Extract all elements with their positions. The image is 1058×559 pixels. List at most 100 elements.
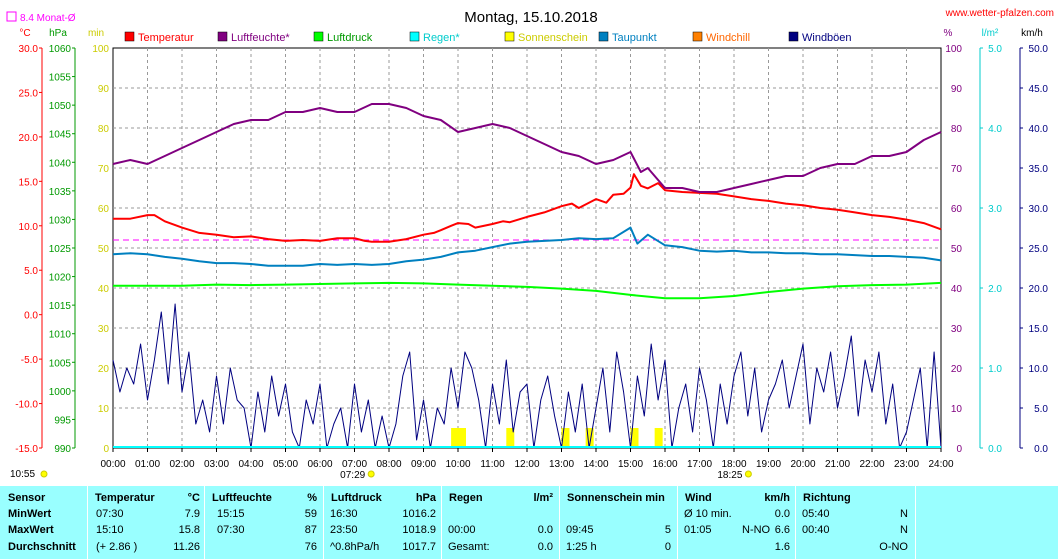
minutes-tick-label: 10 [98,404,110,415]
stats-value-regen: 0.0 [537,524,553,536]
rain-tick-label: 2.0 [988,284,1002,295]
site-link[interactable]: www.wetter-pfalzen.com [945,8,1054,19]
time-tick-label: 01:00 [135,459,160,470]
time-tick-label: 24:00 [928,459,953,470]
rain-tick-label: 1.0 [988,364,1002,375]
legend-swatch [504,31,515,42]
stats-unit-regen: l/m² [533,492,553,504]
minutes-tick-label: 80 [98,124,110,135]
rain-tick-label: 3.0 [988,204,1002,215]
minutes-unit-label: min [88,28,104,39]
time-tick-label: 22:00 [859,459,884,470]
stats-col-richtung [796,486,916,559]
humidity-tick-label: 10 [951,404,963,415]
stats-col-empty [916,486,1058,559]
minutes-tick-label: 100 [92,44,109,55]
wind-tick-label: 25.0 [1029,244,1049,255]
time-tick-label: 15:00 [618,459,643,470]
stats-row-label: Durchschnitt [8,541,76,553]
stats-value-wind: 6.6 [774,524,790,536]
chart-axes: °C hPa min% l/m² km/h 30.0 25.0 20.0 15.0 10.0 5.0… [10,28,1048,481]
legend-label: Luftdruck [327,32,373,44]
humidity-tick-label: 80 [951,124,963,135]
stats-direction-wind: N-NO [742,524,771,536]
time-tick-label: 04:00 [238,459,263,470]
legend-label: Windböen [802,32,852,44]
temp-tick-label: 30.0 [19,44,39,55]
legend-swatch [409,31,420,42]
stats-time-wind: 01:05 [684,524,712,536]
stats-header-sonnenschein: Sonnenschein min [567,492,665,504]
stats-col-sensor [0,486,88,559]
wind-tick-label: 0.0 [1034,444,1048,455]
sunshine-total-label: 10:55 [10,469,35,480]
legend-swatch [598,31,609,42]
stats-header-luftfeuchte: Luftfeuchte [212,492,272,504]
sun-icon [40,470,48,478]
wind-tick-label: 15.0 [1029,324,1049,335]
stats-header-sensor: Sensor [8,492,46,504]
humidity-tick-label: 40 [951,284,963,295]
time-tick-label: 10:00 [445,459,470,470]
stats-col-wind [678,486,796,559]
series-luftdruck-line [113,281,942,300]
pressure-tick-label: 1040 [49,158,72,169]
minutes-tick-label: 30 [98,324,110,335]
stats-unit-temperatur: °C [187,492,200,504]
temp-tick-label: 0.0 [24,311,38,322]
wind-tick-label: 40.0 [1029,124,1049,135]
time-tick-label: 14:00 [583,459,608,470]
stats-table: Sensor MinWert MaxWert Durchschnitt Temperat… [0,486,1058,559]
legend-label: Windchill [706,32,750,44]
stats-time-sonnenschein: 1:25 h [566,541,597,553]
pressure-tick-label: 1050 [49,101,72,112]
sunset-icon [744,470,752,478]
wind-tick-label: 5.0 [1034,404,1048,415]
pressure-tick-label: 1020 [49,273,72,284]
stats-time-luftfeuchte: 15:15 [217,508,245,520]
wind-tick-label: 30.0 [1029,204,1049,215]
chart-title: Montag, 15.10.2018 [464,9,597,26]
temp-tick-label: -10.0 [15,400,38,411]
stats-value-richtung: N [900,524,908,536]
series-luftfeuchte-line [112,103,942,193]
legend-label: Taupunkt [612,32,657,44]
minutes-tick-label: 50 [98,244,110,255]
pressure-tick-label: 1035 [49,187,72,198]
stats-value-temperatur: 11.26 [173,541,200,553]
time-tick-label: 09:00 [411,459,436,470]
stats-value-wind: 0.0 [774,508,790,520]
minutes-tick-label: 60 [98,204,110,215]
temp-tick-label: -5.0 [21,355,39,366]
pressure-tick-label: 1060 [49,44,72,55]
stats-value-luftdruck: 1017.7 [402,541,436,553]
minutes-tick-label: 0 [103,444,109,455]
time-tick-label: 05:00 [273,459,298,470]
rain-tick-label: 0.0 [988,444,1002,455]
stats-time-luftdruck: 16:30 [330,508,358,520]
stats-time-regen: 00:00 [448,524,476,536]
temp-tick-label: 10.0 [19,222,39,233]
temp-tick-label: 5.0 [24,266,38,277]
stats-value-sonnenschein: 0 [664,541,671,553]
wind-tick-label: 45.0 [1029,84,1049,95]
time-tick-label: 16:00 [652,459,677,470]
pressure-tick-label: 990 [54,444,71,455]
stats-header-temperatur: Temperatur [95,492,155,504]
stats-time-wind: Ø 10 min. [684,508,732,520]
time-tick-label: 12:00 [514,459,539,470]
rain-unit-label: l/m² [982,28,999,39]
pressure-tick-label: 1045 [49,130,72,141]
stats-value-luftfeuchte: 76 [304,541,317,553]
pressure-tick-label: 1000 [49,387,72,398]
humidity-tick-label: 60 [951,204,963,215]
stats-value-luftdruck: 1018.9 [402,524,436,536]
time-tick-label: 06:00 [307,459,332,470]
minutes-tick-label: 70 [98,164,110,175]
pressure-tick-label: 1055 [49,73,72,84]
stats-unit-wind: km/h [764,492,790,504]
stats-col-luftdruck [324,486,442,559]
minutes-tick-label: 20 [98,364,110,375]
rain-tick-label: 4.0 [988,124,1002,135]
minutes-tick-label: 90 [98,84,110,95]
